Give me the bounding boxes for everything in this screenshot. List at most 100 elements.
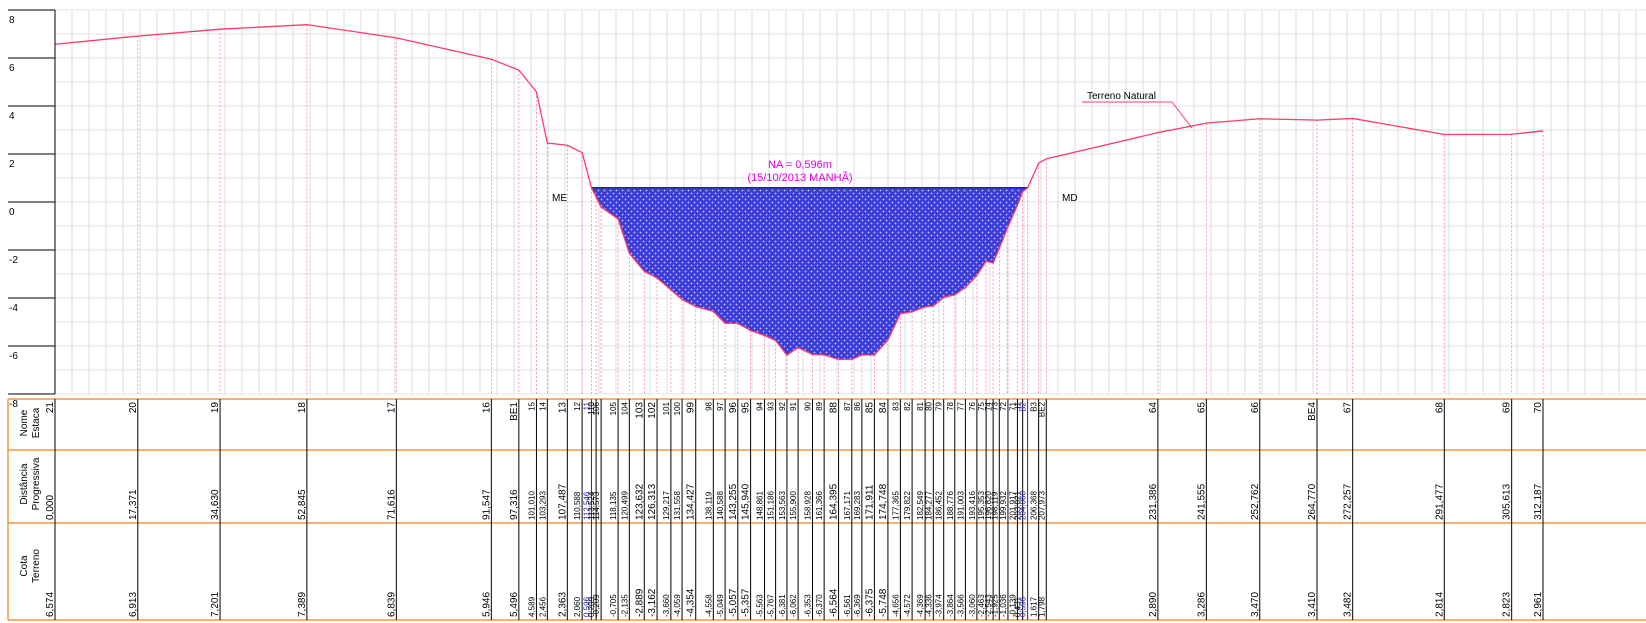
station-name: 67 [1343, 402, 1354, 414]
station-distance: 138,119 [704, 491, 713, 520]
station-distance: 204,060 [1019, 491, 1028, 520]
station-distance: 174,748 [878, 483, 889, 520]
station-elevation: -1,036 [999, 594, 1008, 617]
station-name: B3 [1030, 401, 1039, 411]
station-name: 83 [891, 401, 900, 410]
station-elevation: -3,864 [946, 594, 955, 617]
station-name: 12 [573, 401, 582, 410]
station-name: 85 [864, 402, 875, 414]
station-distance: 171,911 [864, 484, 875, 520]
station-distance: 291,477 [1434, 483, 1445, 520]
y-tick-label: 0 [9, 207, 15, 218]
station-elevation: 5,946 [481, 592, 492, 617]
station-name: 91 [789, 401, 798, 410]
station-name: 77 [956, 401, 965, 410]
station-name: 97 [716, 401, 725, 410]
station-name: 87 [843, 401, 852, 410]
station-elevation: 1,798 [1037, 596, 1046, 617]
station-name: 93 [767, 401, 776, 410]
station-elevation: -5,057 [728, 588, 739, 617]
station-name: 102 [647, 402, 658, 419]
station-name: 13 [557, 402, 568, 414]
station-elevation: -3,974 [935, 594, 944, 617]
station-elevation: 6,913 [128, 592, 139, 617]
station-name: 17 [386, 402, 397, 414]
station-distance: 17,371 [128, 489, 139, 520]
station-elevation: -6,381 [778, 594, 787, 617]
station-name: 104 [620, 401, 629, 415]
station-distance: 305,613 [1502, 483, 1513, 520]
station-distance: 91,547 [481, 489, 492, 520]
grid [54, 9, 1646, 395]
station-elevation: -3,162 [647, 588, 658, 617]
station-distance: 120,499 [620, 491, 629, 520]
station-elevation: -6,375 [864, 588, 875, 617]
station-elevation: 2,060 [573, 596, 582, 617]
y-tick-label: 6 [9, 63, 15, 74]
terrain-line [54, 24, 1544, 361]
station-elevation: 7,389 [297, 592, 308, 617]
station-name: 106 [592, 401, 601, 415]
station-distance: 97,316 [509, 489, 520, 520]
station-elevation: -5,357 [741, 588, 752, 617]
station-name: 110 [587, 401, 596, 414]
station-name: 92 [778, 401, 787, 410]
table-row-headers: Nome Estaca Distância Progressiva Cota T… [19, 407, 42, 583]
station-elevation: -2,889 [634, 588, 645, 617]
station-elevation: 3,482 [1343, 592, 1354, 617]
station-name: 101 [662, 401, 671, 415]
station-elevation: -0,139 [1008, 594, 1017, 617]
station-table: 21 0,000 6,574 20 17,371 6,913 19 34,630 7,201 18… [7, 398, 1646, 621]
station-name: 95 [741, 402, 752, 414]
station-elevation: -0,209 [592, 594, 601, 617]
terrain-label: Terreno Natural [1087, 91, 1156, 102]
station-elevation: 0,209 [587, 596, 596, 617]
station-elevation: 7,201 [210, 592, 221, 617]
station-distance: 199,932 [999, 491, 1008, 520]
station-name: 105 [609, 401, 618, 415]
station-elevation: -5,748 [878, 588, 889, 617]
station-elevation: -6,561 [843, 594, 852, 617]
station-distance: 123,632 [634, 483, 645, 520]
station-distance: 264,770 [1307, 483, 1318, 520]
station-distance: 177,365 [891, 491, 900, 520]
station-name: 73 [990, 401, 999, 410]
station-distance: 207,973 [1037, 491, 1046, 520]
station-name: 81 [916, 401, 925, 410]
station-name: BE1 [509, 402, 520, 421]
station-name: 75 [977, 401, 986, 410]
station-distance: 252,762 [1250, 483, 1261, 520]
y-tick-label: -6 [9, 351, 18, 362]
right-bank-label: MD [1062, 193, 1078, 204]
station-distance: 312,187 [1533, 483, 1544, 520]
y-tick-label: -4 [9, 303, 18, 314]
station-distance: 161,366 [815, 491, 824, 520]
station-elevation: 3,410 [1307, 592, 1318, 617]
station-elevation: -4,656 [891, 594, 900, 617]
station-name: 64 [1148, 402, 1159, 414]
station-elevation: -2,543 [984, 594, 993, 617]
station-name: 21 [45, 402, 56, 414]
station-distance: 112,546 [582, 491, 591, 520]
station-name: 88 [829, 402, 840, 414]
station-elevation: 1,617 [1030, 596, 1039, 617]
station-name: 74 [984, 401, 993, 410]
station-distance: 143,255 [728, 483, 739, 520]
station-distance: 52,845 [297, 489, 308, 520]
water-section [590, 186, 1030, 361]
station-name: 100 [673, 401, 682, 415]
station-elevation: -3,060 [968, 594, 977, 617]
station-name: 66 [1250, 402, 1261, 414]
station-distance: 206,368 [1030, 491, 1039, 520]
station-distance: 145,940 [741, 483, 752, 520]
station-name: 16 [481, 402, 492, 414]
station-elevation: -4,336 [924, 594, 933, 617]
station-distance: 241,555 [1196, 483, 1207, 520]
header-name-line2: Estaca [31, 407, 42, 438]
station-elevation: 3,286 [1196, 592, 1207, 617]
station-distance: 167,171 [843, 491, 852, 520]
station-name: 14 [538, 401, 547, 410]
station-elevation: 0,596 [582, 596, 591, 617]
station-distance: 71,616 [386, 489, 397, 520]
